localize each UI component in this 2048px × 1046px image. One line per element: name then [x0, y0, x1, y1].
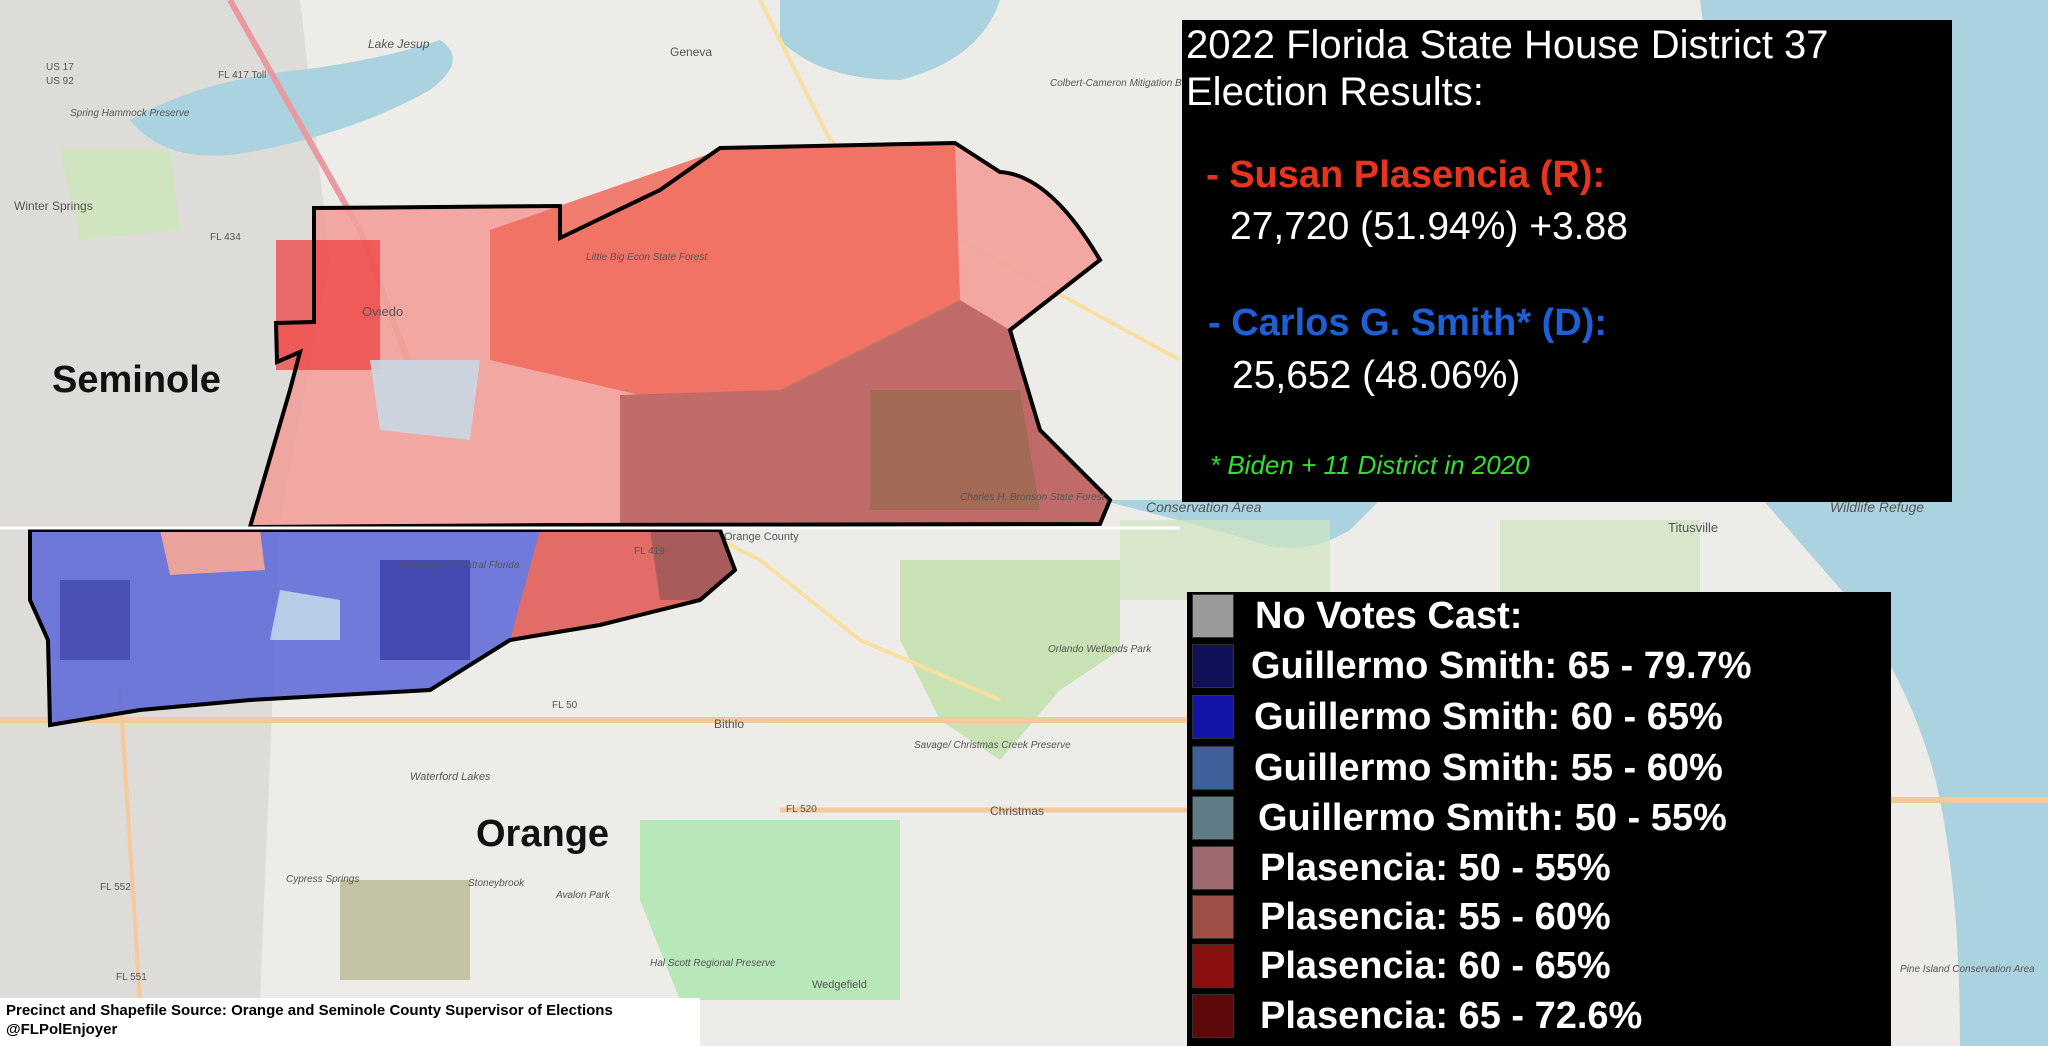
conservation-green — [1120, 520, 1330, 600]
label-titusville: Titusville — [1668, 520, 1718, 535]
hal-scott-preserve-green — [640, 820, 900, 1000]
precinct-brown-east — [870, 390, 1040, 510]
label-bithlo: Bithlo — [714, 717, 744, 731]
precinct-darkblue-west — [60, 580, 130, 660]
legend-swatch — [1192, 594, 1234, 638]
legend-item: Guillermo Smith: 65 - 79.7% — [1187, 642, 1891, 690]
source-panel: Precinct and Shapefile Source: Orange an… — [0, 998, 700, 1046]
label-waterford-lakes: Waterford Lakes — [410, 771, 491, 783]
label-wedgefield: Wedgefield — [812, 979, 867, 991]
legend-swatch — [1192, 796, 1234, 840]
credit-text: @FLPolEnjoyer — [6, 1021, 118, 1038]
results-title-line1: 2022 Florida State House District 37 — [1186, 23, 1829, 67]
precinct-red-center — [490, 143, 960, 395]
precinct-darkblue-ucf — [380, 560, 470, 660]
legend-label: Plasencia: 65 - 72.6% — [1260, 995, 1643, 1037]
results-title: 2022 Florida State House District 37 Ele… — [1186, 22, 1946, 116]
legend-swatch — [1192, 695, 1234, 739]
label-orlando-wetlands: Orlando Wetlands Park — [1048, 644, 1152, 655]
candidate-democrat-votes: 25,652 (48.06%) — [1232, 354, 1521, 397]
label-us92: US 92 — [46, 76, 74, 87]
legend-item: Plasencia: 55 - 60% — [1187, 893, 1891, 941]
legend-label: Guillermo Smith: 65 - 79.7% — [1251, 645, 1752, 687]
legend-swatch — [1192, 944, 1234, 988]
county-label-orange: Orange — [476, 813, 609, 855]
precinct-light-blue — [370, 360, 480, 440]
county-label-seminole: Seminole — [52, 359, 221, 401]
label-stoneybrook: Stoneybrook — [468, 878, 525, 889]
urban-area-west — [0, 0, 330, 1000]
legend-item: Plasencia: 65 - 72.6% — [1187, 992, 1891, 1040]
candidate-democrat-name: - Carlos G. Smith* (D): — [1208, 302, 1608, 344]
legend-item: Plasencia: 50 - 55% — [1187, 844, 1891, 892]
legend-item: No Votes Cast: — [1187, 592, 1891, 640]
lake-harney — [780, 0, 1000, 80]
legend-swatch — [1192, 846, 1234, 890]
label-fl50: FL 50 — [552, 700, 578, 711]
label-ucf: University of Central Florida — [396, 560, 520, 571]
legend-label: Plasencia: 60 - 65% — [1260, 945, 1611, 987]
label-lake-jesup: Lake Jesup — [368, 37, 430, 51]
label-little-big-econ: Little Big Econ State Forest — [586, 252, 708, 263]
label-wildlife-refuge: Wildlife Refuge — [1830, 499, 1924, 515]
precinct-pink-west — [160, 530, 265, 575]
orange-county-land — [340, 880, 470, 980]
label-fl552: FL 552 — [100, 882, 131, 893]
fl-419-road — [699, 528, 1001, 702]
biden-district-note: * Biden + 11 District in 2020 — [1210, 450, 1530, 480]
label-fl434: FL 434 — [210, 232, 241, 243]
legend-label: Plasencia: 50 - 55% — [1260, 847, 1611, 889]
legend-swatch — [1192, 994, 1234, 1038]
spring-hammock-green — [60, 150, 180, 240]
district-orange-portion — [28, 528, 738, 728]
legend-label: Guillermo Smith: 50 - 55% — [1258, 797, 1727, 839]
label-winter-springs: Winter Springs — [14, 199, 93, 213]
legend-item: Guillermo Smith: 55 - 60% — [1187, 744, 1891, 792]
lake-jesup — [130, 40, 453, 156]
legend-swatch — [1192, 644, 1234, 688]
label-savage-christmas: Savage/ Christmas Creek Preserve — [914, 740, 1071, 751]
legend-swatch — [1192, 746, 1234, 790]
results-title-line2: Election Results: — [1186, 70, 1484, 114]
label-us17: US 17 — [46, 62, 74, 73]
label-geneva: Geneva — [670, 45, 712, 59]
legend-swatch — [1192, 895, 1234, 939]
label-conservation-area: Conservation Area — [1146, 499, 1262, 515]
label-avalon-park: Avalon Park — [555, 890, 611, 901]
label-pine-island: Pine Island Conservation Area — [1900, 964, 2035, 975]
label-christmas: Christmas — [990, 804, 1044, 818]
legend-label: No Votes Cast: — [1255, 595, 1523, 637]
label-hal-scott: Hal Scott Regional Preserve — [650, 958, 776, 969]
district-seminole-border — [247, 140, 1113, 530]
precinct-lightblue-south — [270, 590, 340, 640]
district-seminole-portion — [247, 140, 1113, 530]
refuge-green — [1500, 520, 1700, 600]
district-orange-border — [28, 528, 738, 728]
candidate-republican-name: - Susan Plasencia (R): — [1206, 154, 1606, 196]
label-fl551: FL 551 — [116, 972, 147, 983]
label-fl520: FL 520 — [786, 804, 817, 815]
label-spring-hammock: Spring Hammock Preserve — [70, 108, 190, 119]
label-oviedo: Oviedo — [362, 304, 403, 319]
label-charles-bronson: Charles H. Bronson State Forest — [960, 492, 1106, 503]
label-cypress-springs: Cypress Springs — [286, 874, 359, 885]
legend-item: Plasencia: 60 - 65% — [1187, 942, 1891, 990]
label-fl417: FL 417 Toll — [218, 70, 266, 81]
legend-label: Guillermo Smith: 60 - 65% — [1254, 696, 1723, 738]
legend-panel: No Votes Cast: Guillermo Smith: 65 - 79.7… — [1187, 592, 1891, 1046]
legend-item: Guillermo Smith: 60 - 65% — [1187, 693, 1891, 741]
label-fl419: FL 419 — [634, 546, 665, 557]
source-text: Precinct and Shapefile Source: Orange an… — [6, 1002, 613, 1019]
legend-item: Guillermo Smith: 50 - 55% — [1187, 794, 1891, 842]
legend-label: Guillermo Smith: 55 - 60% — [1254, 747, 1723, 789]
orlando-wetlands-green — [900, 560, 1120, 760]
results-panel: 2022 Florida State House District 37 Ele… — [1182, 20, 1952, 502]
legend-label: Plasencia: 55 - 60% — [1260, 896, 1611, 938]
label-orange-county: Orange County — [724, 531, 799, 543]
fl-552-road — [118, 689, 142, 1001]
label-colbert-cameron: Colbert-Cameron Mitigation Bank — [1050, 78, 1199, 89]
precinct-red-oviedo — [276, 240, 380, 370]
candidate-republican-votes: 27,720 (51.94%) +3.88 — [1230, 205, 1628, 248]
precinct-plasencia-southeast — [650, 530, 735, 600]
